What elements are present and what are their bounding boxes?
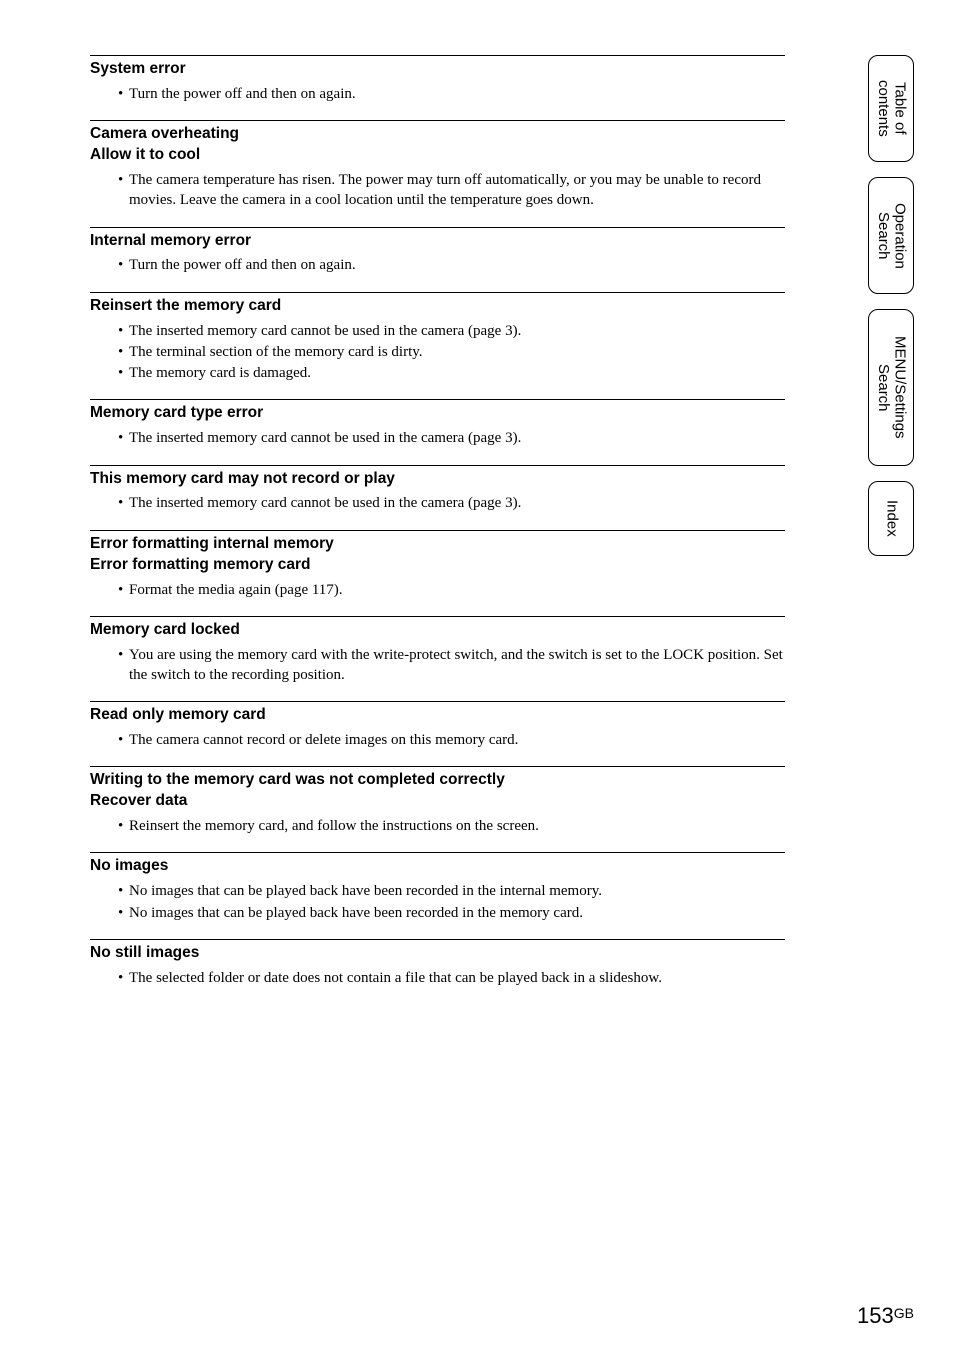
section-heading: Internal memory error bbox=[90, 231, 785, 252]
section-memory-card-type-error: Memory card type error The inserted memo… bbox=[90, 399, 785, 448]
bullet-item: Format the media again (page 117). bbox=[118, 580, 785, 600]
divider bbox=[90, 120, 785, 121]
side-tabs: Table ofcontents OperationSearch MENU/Se… bbox=[868, 55, 914, 556]
section-read-only-memory-card: Read only memory card The camera cannot … bbox=[90, 701, 785, 750]
bullet-item: The camera temperature has risen. The po… bbox=[118, 170, 785, 211]
section-heading: Camera overheating Allow it to cool bbox=[90, 124, 785, 166]
bullet-item: The memory card is damaged. bbox=[118, 363, 785, 383]
section-error-formatting: Error formatting internal memory Error f… bbox=[90, 530, 785, 600]
section-heading: Error formatting internal memory Error f… bbox=[90, 534, 785, 576]
divider bbox=[90, 701, 785, 702]
bullet-item: Turn the power off and then on again. bbox=[118, 84, 785, 104]
section-camera-overheating: Camera overheating Allow it to cool The … bbox=[90, 120, 785, 210]
bullet-item: The inserted memory card cannot be used … bbox=[118, 428, 785, 448]
section-heading: Memory card locked bbox=[90, 620, 785, 641]
main-content: System error Turn the power off and then… bbox=[90, 55, 785, 988]
divider bbox=[90, 939, 785, 940]
bullet-item: Turn the power off and then on again. bbox=[118, 255, 785, 275]
divider bbox=[90, 399, 785, 400]
bullet-item: Reinsert the memory card, and follow the… bbox=[118, 816, 785, 836]
bullet-item: The inserted memory card cannot be used … bbox=[118, 321, 785, 341]
section-internal-memory-error: Internal memory error Turn the power off… bbox=[90, 227, 785, 276]
bullet-item: No images that can be played back have b… bbox=[118, 881, 785, 901]
section-memory-card-locked: Memory card locked You are using the mem… bbox=[90, 616, 785, 685]
tab-menu-settings-search[interactable]: MENU/SettingsSearch bbox=[868, 309, 914, 466]
section-reinsert-memory-card: Reinsert the memory card The inserted me… bbox=[90, 292, 785, 384]
section-heading: Read only memory card bbox=[90, 705, 785, 726]
page-number: 153GB bbox=[857, 1303, 914, 1329]
bullet-item: No images that can be played back have b… bbox=[118, 903, 785, 923]
section-heading: Writing to the memory card was not compl… bbox=[90, 770, 785, 812]
tab-table-of-contents[interactable]: Table ofcontents bbox=[868, 55, 914, 162]
section-writing-not-completed: Writing to the memory card was not compl… bbox=[90, 766, 785, 836]
tab-index[interactable]: Index bbox=[868, 481, 914, 556]
divider bbox=[90, 55, 785, 56]
section-memory-card-may-not-record: This memory card may not record or play … bbox=[90, 465, 785, 514]
divider bbox=[90, 465, 785, 466]
bullet-item: The terminal section of the memory card … bbox=[118, 342, 785, 362]
divider bbox=[90, 852, 785, 853]
section-heading: No still images bbox=[90, 943, 785, 964]
tab-operation-search[interactable]: OperationSearch bbox=[868, 177, 914, 294]
section-heading: This memory card may not record or play bbox=[90, 469, 785, 490]
divider bbox=[90, 530, 785, 531]
divider bbox=[90, 292, 785, 293]
section-heading: Reinsert the memory card bbox=[90, 296, 785, 317]
section-heading: No images bbox=[90, 856, 785, 877]
bullet-item: The inserted memory card cannot be used … bbox=[118, 493, 785, 513]
bullet-item: You are using the memory card with the w… bbox=[118, 645, 785, 686]
section-no-images: No images No images that can be played b… bbox=[90, 852, 785, 922]
section-no-still-images: No still images The selected folder or d… bbox=[90, 939, 785, 988]
bullet-item: The selected folder or date does not con… bbox=[118, 968, 785, 988]
divider bbox=[90, 766, 785, 767]
section-system-error: System error Turn the power off and then… bbox=[90, 55, 785, 104]
divider bbox=[90, 616, 785, 617]
bullet-item: The camera cannot record or delete image… bbox=[118, 730, 785, 750]
section-heading: System error bbox=[90, 59, 785, 80]
divider bbox=[90, 227, 785, 228]
section-heading: Memory card type error bbox=[90, 403, 785, 424]
